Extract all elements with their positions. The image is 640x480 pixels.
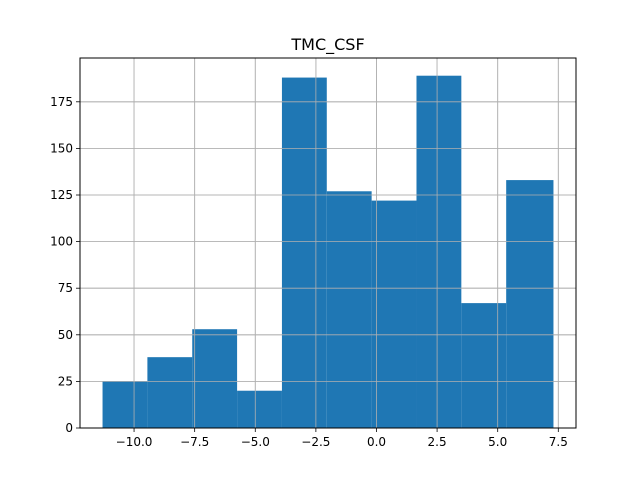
x-tick-label: 5.0 — [488, 435, 507, 449]
histogram-bar — [461, 303, 507, 428]
y-tick-label: 150 — [50, 141, 73, 155]
histogram-bar — [192, 329, 238, 428]
x-tick-label: 2.5 — [428, 435, 447, 449]
histogram-bar — [237, 390, 282, 428]
x-tick-label: 7.5 — [549, 435, 568, 449]
bars-layer — [102, 75, 554, 429]
plot-frame — [79, 57, 577, 429]
y-tick-label: 25 — [58, 374, 73, 388]
histogram-bar — [102, 381, 148, 428]
y-tick-label: 75 — [58, 281, 73, 295]
y-tick-label: 100 — [50, 235, 73, 249]
histogram-bar — [506, 180, 554, 428]
x-tick-label: 0.0 — [367, 435, 386, 449]
chart-title: TMC_CSF — [290, 35, 364, 55]
histogram-bar — [371, 200, 417, 428]
y-axis: 0 25 50 75 100 125 150 175 — [50, 95, 80, 435]
histogram-bar — [416, 75, 462, 428]
y-tick-label: 0 — [65, 421, 73, 435]
x-tick-label: −5.0 — [241, 435, 270, 449]
y-tick-label: 50 — [58, 328, 73, 342]
grid-overlay — [80, 58, 576, 429]
x-tick-label: −10.0 — [116, 435, 153, 449]
histogram-bar — [281, 77, 327, 429]
y-tick-label: 125 — [50, 188, 73, 202]
y-tick-label: 175 — [50, 95, 73, 109]
histogram-bar — [326, 191, 372, 428]
x-tick-label: −7.5 — [180, 435, 209, 449]
histogram-bar — [147, 357, 193, 428]
x-axis: −10.0 −7.5 −5.0 −2.5 0.0 2.5 5.0 7.5 — [116, 428, 568, 449]
x-tick-label: −2.5 — [301, 435, 330, 449]
